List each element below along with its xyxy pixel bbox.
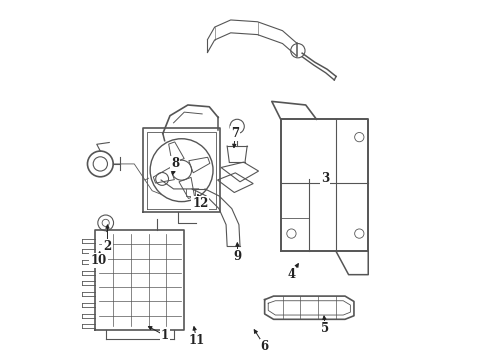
- Text: 2: 2: [103, 240, 112, 253]
- Text: 3: 3: [321, 172, 329, 185]
- Text: 12: 12: [192, 197, 209, 210]
- Text: 11: 11: [189, 334, 205, 347]
- Text: 8: 8: [172, 157, 179, 170]
- Text: 7: 7: [231, 127, 240, 140]
- Text: 9: 9: [234, 250, 242, 263]
- Text: 1: 1: [161, 329, 169, 342]
- Text: 10: 10: [91, 254, 107, 267]
- Text: 5: 5: [321, 322, 329, 335]
- Text: 4: 4: [287, 268, 295, 281]
- Text: 6: 6: [261, 339, 269, 352]
